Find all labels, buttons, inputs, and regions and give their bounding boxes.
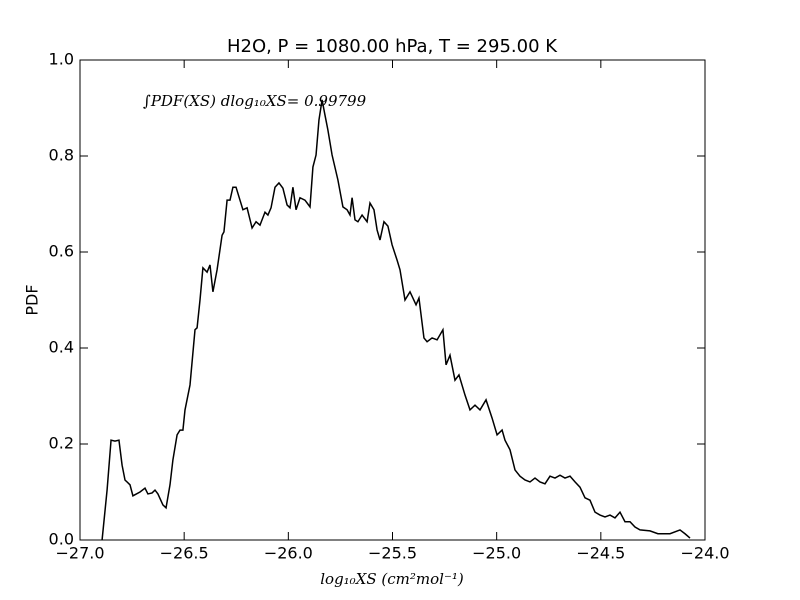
x-tick-label: −26.0 xyxy=(264,544,313,563)
plot-frame xyxy=(79,59,706,541)
x-tick-label: −25.0 xyxy=(472,544,521,563)
data-line xyxy=(101,99,691,541)
x-tick-label: −25.5 xyxy=(368,544,417,563)
x-tick-label: −27.0 xyxy=(55,544,104,563)
y-tick-label: 0.2 xyxy=(49,434,74,453)
x-axis-label: log₁₀XS (cm²mol⁻¹) xyxy=(320,570,464,588)
y-tick-label: 1.0 xyxy=(49,50,74,69)
chart-title: H2O, P = 1080.00 hPa, T = 295.00 K xyxy=(227,36,558,57)
y-tick-label: 0.4 xyxy=(49,338,74,357)
y-axis-label: PDF xyxy=(23,284,42,315)
x-tick-label: −24.5 xyxy=(576,544,625,563)
x-tick-label: −26.5 xyxy=(160,544,209,563)
y-tick-label: 0.6 xyxy=(49,242,74,261)
y-tick-label: 0.8 xyxy=(49,146,74,165)
x-tick-label: −24.0 xyxy=(680,544,729,563)
annotation: ∫PDF(XS) dlog₁₀XS= 0.99799 xyxy=(143,92,367,110)
y-tick-label: 0.0 xyxy=(49,530,74,549)
